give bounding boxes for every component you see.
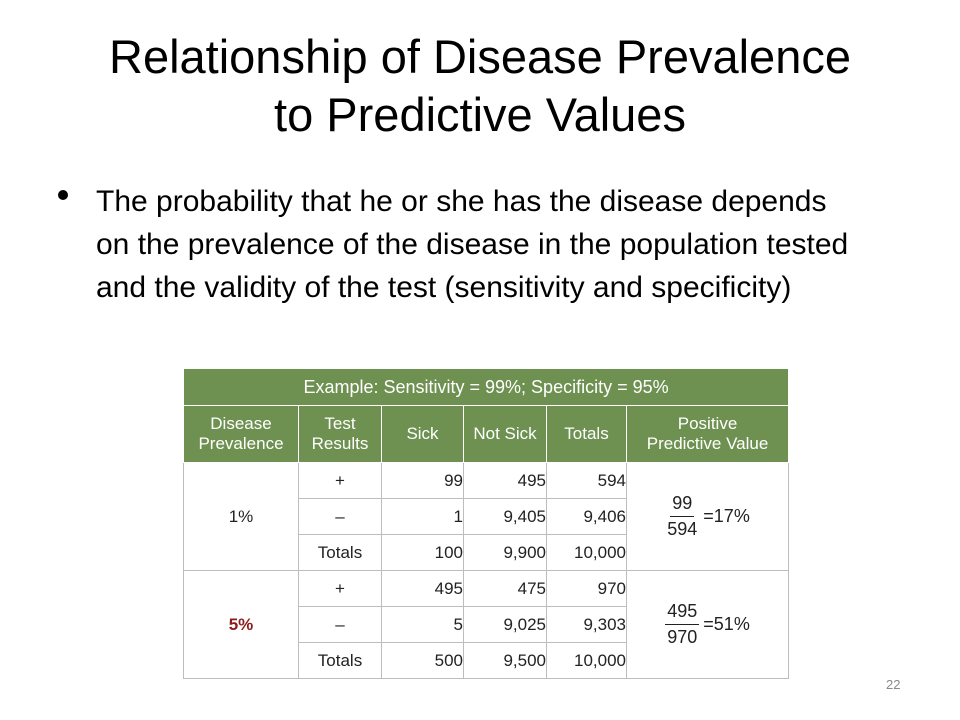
header-test-results-line1: Test	[324, 414, 356, 433]
totals-cell: 10,000	[546, 534, 627, 571]
not-sick-cell: 9,405	[463, 498, 547, 535]
header-prevalence-line2: Prevalence	[198, 434, 284, 453]
not-sick-cell: 475	[463, 570, 547, 607]
fraction-stack: 99 594	[665, 493, 699, 540]
header-ppv: Positive Predictive Value	[625, 405, 790, 463]
sick-cell: 1	[381, 498, 464, 535]
fraction-denominator: 970	[667, 627, 698, 647]
sick-cell: 100	[381, 534, 464, 571]
not-sick-cell: 9,500	[463, 642, 547, 679]
result-cell: +	[298, 462, 382, 499]
sick-cell: 500	[381, 642, 464, 679]
header-prevalence: Disease Prevalence	[183, 405, 299, 463]
totals-cell: 970	[546, 570, 627, 607]
ppv-fraction: 495 970 =51%	[665, 601, 750, 648]
totals-cell: 9,406	[546, 498, 627, 535]
sick-cell: 99	[381, 462, 464, 499]
header-ppv-line1: Positive	[677, 414, 738, 433]
table-caption: Example: Sensitivity = 99%; Specificity …	[182, 368, 790, 406]
header-sick: Sick	[381, 405, 464, 463]
sick-cell: 495	[381, 570, 464, 607]
header-totals: Totals	[546, 405, 627, 463]
totals-cell: 594	[546, 462, 627, 499]
bullet-text: The probability that he or she has the d…	[96, 185, 849, 304]
slide-title-line2: to Predictive Values	[274, 88, 686, 141]
fraction-numerator: 99	[670, 493, 695, 517]
fraction-denominator: 594	[667, 519, 698, 539]
result-cell: –	[298, 606, 382, 643]
slide-title-line1: Relationship of Disease Prevalence	[109, 30, 851, 83]
page-number: 22	[886, 677, 901, 692]
slide-title: Relationship of Disease Prevalence to Pr…	[40, 28, 920, 144]
fraction-result: =17%	[703, 506, 750, 526]
ppv-cell-5pct: 495 970 =51%	[625, 570, 790, 679]
result-cell: Totals	[298, 534, 382, 571]
header-not-sick: Not Sick	[463, 405, 547, 463]
header-prevalence-line1: Disease	[210, 414, 272, 433]
result-cell: –	[298, 498, 382, 535]
table-row: 1% + 99 495 594 99 594 =17%	[183, 462, 790, 571]
table-row: 5% + 495 475 970 495 970 =51%	[183, 570, 790, 679]
table-row: – 5 9,025 9,303	[184, 606, 789, 643]
totals-cell: 9,303	[546, 606, 627, 643]
bullet-item: The probability that he or she has the d…	[58, 180, 858, 309]
table-row: Totals 500 9,500 10,000	[184, 642, 789, 679]
ppv-fraction: 99 594 =17%	[665, 493, 750, 540]
not-sick-cell: 9,025	[463, 606, 547, 643]
ppv-cell-1pct: 99 594 =17%	[625, 462, 790, 571]
result-cell: +	[298, 570, 382, 607]
totals-cell: 10,000	[546, 642, 627, 679]
result-cell: Totals	[298, 642, 382, 679]
table-row: – 1 9,405 9,406	[184, 498, 789, 535]
not-sick-cell: 9,900	[463, 534, 547, 571]
fraction-result: =51%	[703, 614, 750, 634]
header-ppv-line2: Predictive Value	[646, 434, 769, 453]
prevalence-cell-1pct: 1%	[183, 462, 299, 571]
not-sick-cell: 495	[463, 462, 547, 499]
header-test-results: Test Results	[298, 405, 382, 463]
predictive-value-table: Example: Sensitivity = 99%; Specificity …	[182, 368, 790, 679]
header-test-results-line2: Results	[311, 434, 369, 453]
bullet-dot-icon	[58, 190, 68, 200]
prevalence-cell-5pct: 5%	[183, 570, 299, 679]
fraction-numerator: 495	[665, 601, 700, 625]
table-row: Totals 100 9,900 10,000	[184, 534, 789, 571]
fraction-stack: 495 970	[665, 601, 700, 648]
sick-cell: 5	[381, 606, 464, 643]
